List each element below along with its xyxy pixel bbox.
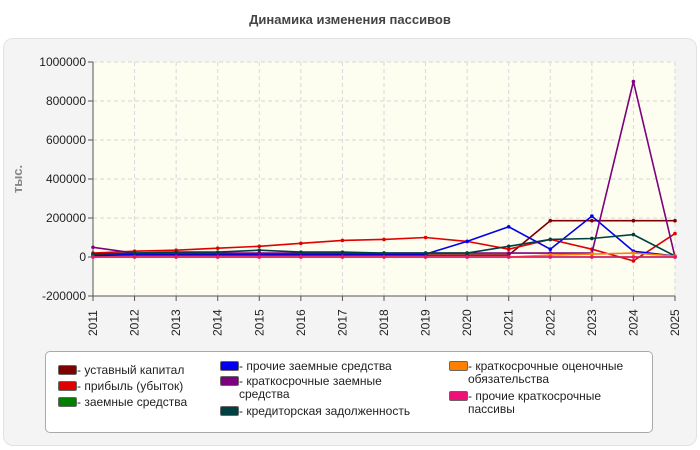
data-point [506, 224, 511, 229]
data-point [423, 235, 428, 240]
data-point [340, 255, 345, 259]
x-tick-label: 2020 [460, 309, 474, 336]
legend-label: - уставный капитал [77, 363, 185, 377]
data-point [506, 255, 511, 259]
x-tick-label: 2016 [294, 309, 308, 336]
data-point [91, 255, 95, 259]
data-point [91, 252, 95, 256]
data-point [673, 231, 677, 236]
legend-label: - краткосрочные оценочные обязательства [468, 359, 624, 386]
data-point [548, 237, 553, 242]
data-point [631, 218, 636, 223]
data-point [631, 259, 636, 263]
data-point [257, 255, 262, 259]
data-point [590, 218, 594, 223]
data-point [465, 239, 469, 244]
data-point [631, 255, 636, 259]
data-point [91, 245, 95, 250]
data-point [631, 79, 636, 84]
data-point [215, 246, 220, 251]
legend-swatch [220, 361, 239, 371]
data-point [631, 232, 636, 237]
legend-swatch [58, 365, 77, 375]
data-point [299, 255, 303, 259]
x-tick-label: 2012 [128, 309, 142, 336]
data-point [673, 255, 677, 259]
data-point [506, 251, 511, 255]
data-point [132, 255, 137, 259]
data-point [423, 255, 428, 259]
chart-title: Динамика изменения пассивов [249, 12, 451, 27]
data-point [174, 250, 178, 254]
x-tick-label: 2017 [335, 309, 349, 336]
x-tick-label: 2025 [668, 309, 682, 336]
y-tick-label: 800000 [46, 94, 86, 108]
legend-label: - прибыль (убыток) [77, 379, 184, 393]
data-point [465, 251, 469, 255]
x-tick-label: 2011 [86, 310, 100, 336]
legend-label: - прочие краткосрочные пассивы [468, 389, 602, 416]
data-point [340, 238, 345, 243]
chart-legend: - уставный капитал - прибыль (убыток) - за… [45, 351, 653, 433]
legend-swatch [449, 361, 468, 371]
data-point [257, 248, 262, 252]
data-point [257, 251, 262, 255]
x-tick-label: 2019 [419, 309, 433, 336]
legend-swatch [58, 381, 77, 391]
x-tick-label: 2014 [211, 309, 225, 336]
data-point [423, 251, 428, 255]
data-point [340, 250, 345, 254]
data-point [299, 241, 303, 246]
data-point [382, 255, 386, 259]
legend-swatch [449, 391, 468, 401]
data-point [590, 236, 594, 241]
data-point [174, 255, 178, 259]
legend-label: - краткосрочные заемные средства [239, 374, 382, 401]
data-point [465, 255, 469, 259]
x-tick-label: 2023 [585, 309, 599, 336]
legend-label: - прочие заемные средства [239, 359, 392, 373]
data-point [673, 218, 677, 223]
data-point [590, 255, 594, 259]
x-tick-label: 2018 [377, 309, 391, 336]
y-tick-label: 1000000 [39, 55, 86, 69]
data-point [382, 251, 386, 255]
y-tick-label: -200000 [42, 289, 86, 303]
data-point [590, 252, 594, 256]
data-point [590, 214, 594, 218]
data-point [506, 244, 511, 249]
data-point [548, 255, 553, 259]
x-tick-label: 2013 [169, 309, 183, 336]
data-point [382, 237, 386, 242]
data-point [215, 250, 220, 254]
x-tick-label: 2015 [252, 309, 266, 336]
data-point [631, 251, 636, 255]
y-tick-label: 200000 [46, 211, 86, 225]
y-tick-label: 0 [79, 250, 86, 264]
y-axis-label: тыс. [10, 165, 25, 193]
legend-swatch [58, 397, 77, 407]
x-tick-label: 2021 [502, 309, 516, 336]
x-tick-label: 2022 [543, 309, 557, 336]
legend-label: - кредиторская задолженность [239, 404, 411, 418]
data-point [548, 218, 553, 223]
x-tick-label: 2024 [626, 309, 640, 336]
data-point [257, 244, 262, 249]
data-point [548, 247, 553, 251]
y-tick-label: 600000 [46, 133, 86, 147]
legend-label: - заемные средства [77, 395, 188, 409]
legend-swatch [220, 376, 239, 386]
data-point [299, 250, 303, 254]
y-tick-label: 400000 [46, 172, 86, 186]
data-point [215, 255, 220, 259]
data-point [132, 251, 137, 255]
data-point [506, 247, 511, 251]
legend-swatch [220, 406, 239, 416]
